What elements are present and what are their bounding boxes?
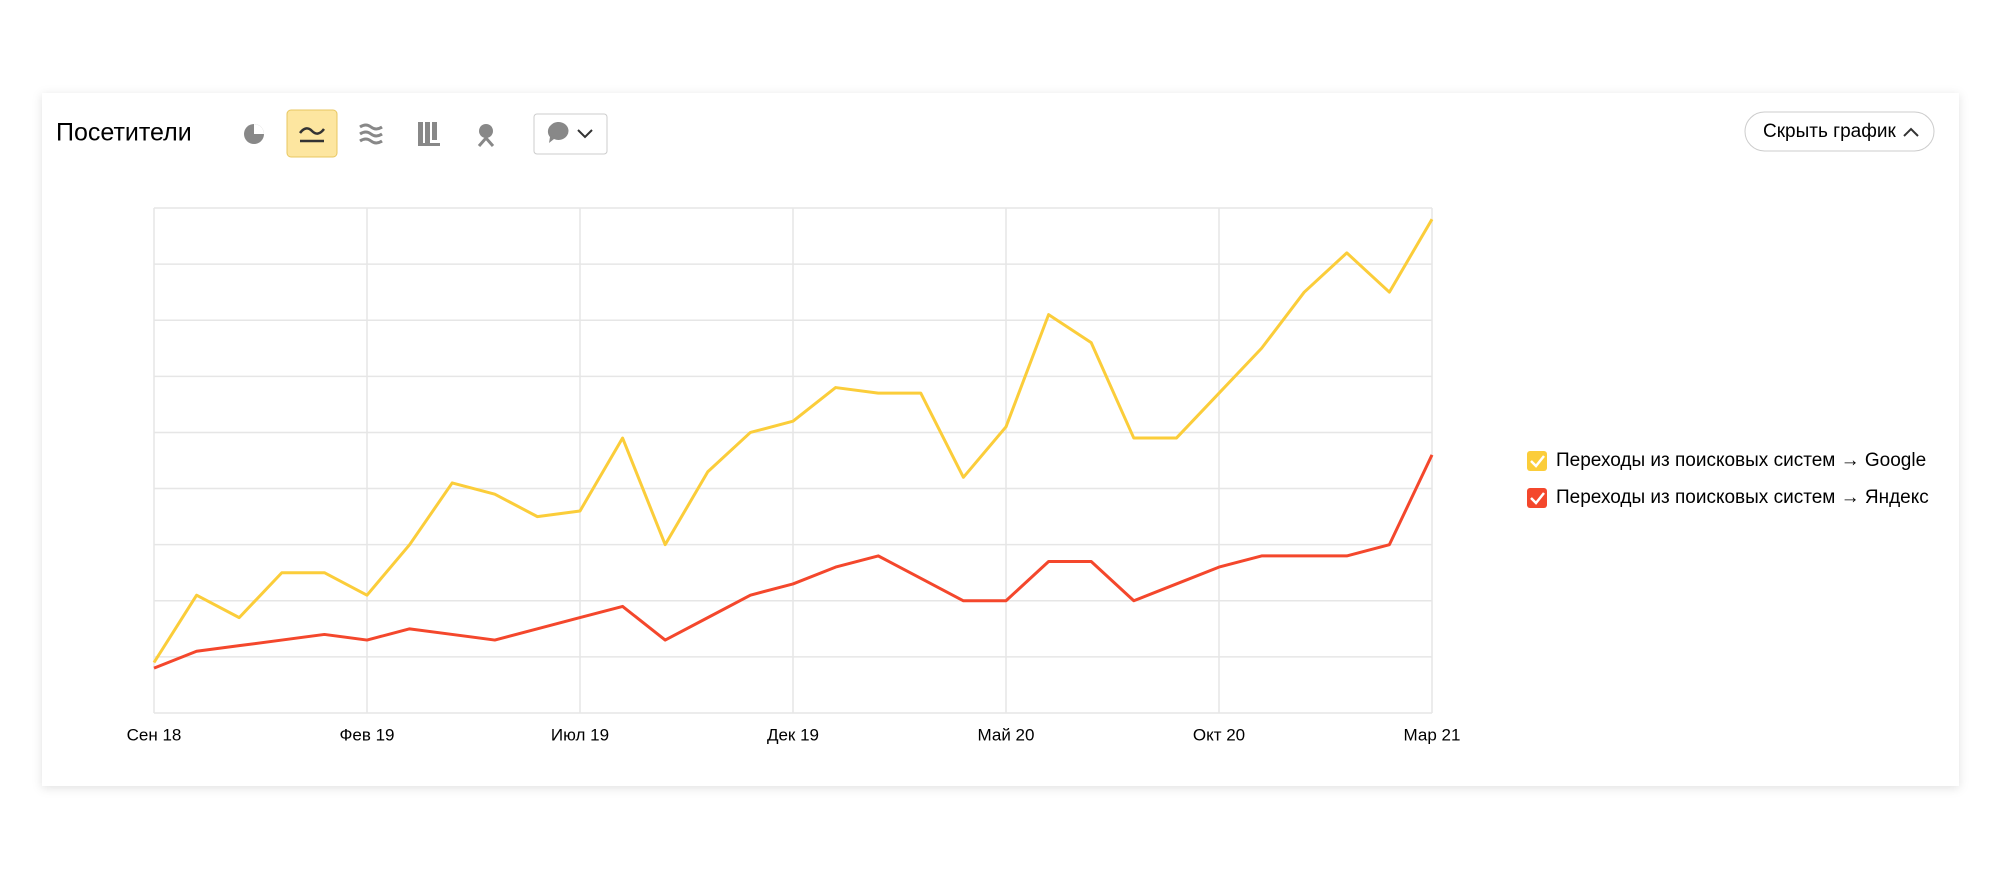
hide-chart-label: Скрыть график: [1763, 121, 1896, 142]
x-tick-label: Сен 18: [127, 725, 182, 744]
legend-check: [1530, 455, 1545, 468]
widget-title: Посетители: [56, 119, 192, 147]
chevron: [577, 129, 593, 139]
x-tick-label: Мар 21: [1404, 725, 1461, 744]
bar-icon[interactable]: [418, 122, 440, 146]
x-tick-label: Дек 19: [767, 725, 819, 744]
legend-checkbox[interactable]: [1527, 451, 1547, 471]
x-tick-label: Окт 20: [1193, 725, 1245, 744]
x-tick-label: Май 20: [978, 725, 1035, 744]
area-icon[interactable]: [359, 123, 383, 145]
x-tick-label: Июл 19: [551, 725, 609, 744]
legend-check: [1530, 492, 1545, 505]
card: [42, 93, 1959, 786]
legend-label: Переходы из поисковых систем → Google: [1556, 450, 1926, 471]
hide-chevron: [1903, 127, 1919, 137]
line-icon-active[interactable]: [286, 109, 338, 158]
series-line: [153, 454, 1434, 670]
line-icon: [299, 127, 325, 143]
legend-label: Переходы из поисковых систем → Яндекс: [1556, 487, 1929, 508]
legend-checkbox[interactable]: [1527, 488, 1547, 508]
comment-dropdown[interactable]: [533, 113, 608, 155]
x-tick-label: Фев 19: [339, 725, 394, 744]
hide-chart-button[interactable]: [1744, 111, 1935, 152]
comment-icon: [547, 121, 569, 143]
series-line: [152, 218, 1434, 664]
pie-icon[interactable]: [244, 124, 264, 144]
map-icon[interactable]: [477, 124, 495, 147]
